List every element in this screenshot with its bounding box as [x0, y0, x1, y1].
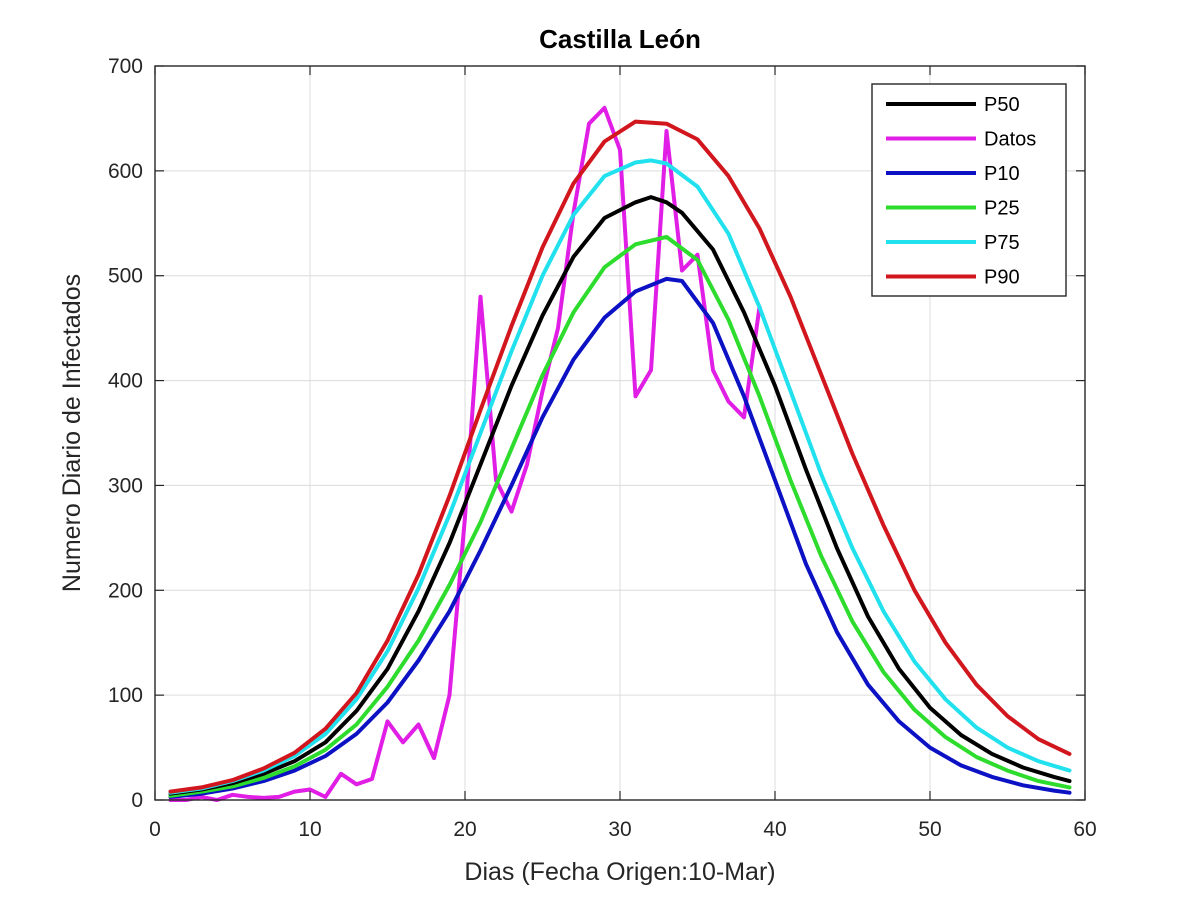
legend-label-p75: P75	[984, 232, 1020, 254]
y-tick-label: 600	[108, 160, 143, 183]
legend: P50 Datos P10 P25 P75 P90	[871, 83, 1067, 297]
series-line-p75	[168, 158, 1072, 795]
legend-label-p10: P10	[984, 163, 1020, 185]
legend-box	[871, 83, 1067, 297]
y-tick-label: 400	[108, 370, 143, 393]
series-line-p90	[168, 119, 1072, 794]
x-tick-label: 10	[298, 818, 321, 841]
chart-title: Castilla León	[539, 24, 701, 54]
legend-label-p50: P50	[984, 94, 1020, 116]
series-line-p25	[168, 234, 1072, 798]
y-tick-label: 0	[131, 789, 143, 812]
y-tick-label: 300	[108, 474, 143, 497]
legend-label-datos: Datos	[984, 129, 1036, 151]
x-tick-label: 60	[1073, 818, 1096, 841]
y-tick-label: 100	[108, 684, 143, 707]
series-layer	[168, 105, 1072, 802]
x-tick-label: 40	[763, 818, 786, 841]
y-tick-label: 200	[108, 579, 143, 602]
legend-label-p25: P25	[984, 198, 1020, 220]
series-line-datos	[168, 105, 762, 802]
legend-label-p90: P90	[984, 267, 1020, 289]
x-tick-label: 50	[918, 818, 941, 841]
series-line-p10	[168, 276, 1072, 799]
x-tick-label: 0	[149, 818, 161, 841]
y-tick-label: 700	[108, 55, 143, 78]
x-axis-label: Dias (Fecha Origen:10-Mar)	[464, 858, 775, 886]
x-tick-label: 30	[608, 818, 631, 841]
y-tick-label: 500	[108, 265, 143, 288]
y-axis-label: Numero Diario de Infectados	[58, 274, 86, 592]
x-tick-label: 20	[453, 818, 476, 841]
series-line-p50	[168, 195, 1072, 796]
